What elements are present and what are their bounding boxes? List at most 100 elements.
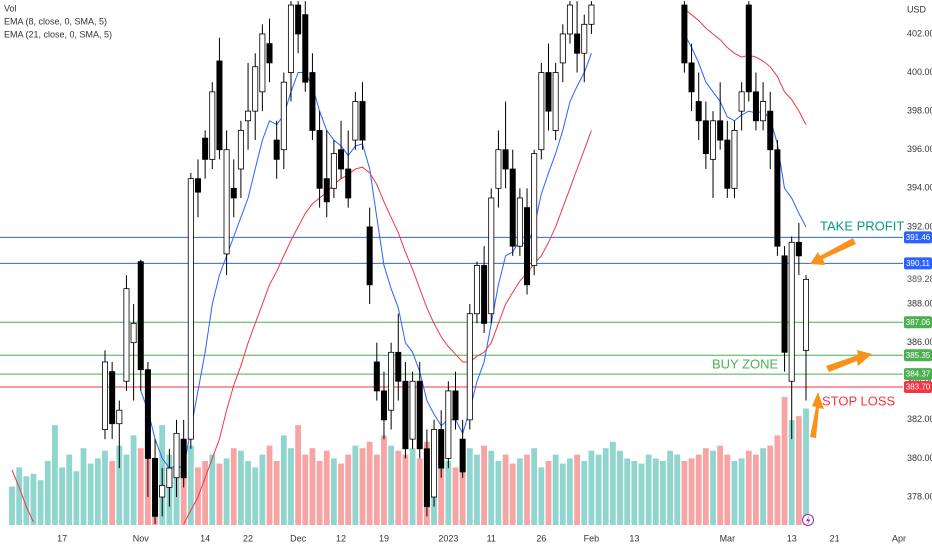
volume-bar [481,445,488,525]
candle-body [302,14,309,83]
level-label-box [904,231,932,244]
candle-body [552,72,559,131]
volume-bar [37,480,44,525]
volume-bar [688,458,695,525]
volume-bar [66,454,73,525]
volume-bar [366,441,373,525]
candle-body [445,390,452,459]
candle-body [516,197,523,247]
volume-bar [660,461,666,525]
candle-body [216,60,223,151]
volume-bar [652,458,659,525]
volume-bar [452,467,459,525]
candle-body [101,361,108,430]
y-tick-label: 396.00 [907,144,932,154]
candle-body [223,149,230,255]
candle-body [524,207,531,286]
volume-bar [116,445,123,525]
candle-body [194,178,201,193]
volume-bar [109,461,116,525]
candle-body [402,380,409,450]
volume-bar [717,445,724,525]
level-label: 385.35 [906,351,931,360]
ema-line [140,53,592,469]
volume-bar [509,463,516,525]
candle-body [731,130,738,189]
candle-body [495,149,502,189]
volume-bar [44,461,51,525]
candle-body [760,101,767,122]
volume-bar [774,435,781,525]
x-tick-label: 2023 [438,533,458,543]
arrows [810,238,872,438]
volume-layer [9,397,809,525]
volume-bar [409,448,416,525]
volume-bar [803,408,809,525]
volume-bar [781,397,788,525]
ema-line [11,469,34,523]
candle-body [280,81,287,151]
candle-body [481,265,488,324]
candle-body [717,120,724,141]
candle-body [159,485,166,498]
candle-body [431,429,438,498]
alert-icon [802,514,814,526]
volume-bar [373,454,380,525]
volume-bar [288,448,294,525]
volume-bar [574,454,581,525]
annotation: TAKE PROFIT [820,218,904,233]
volume-bar [280,435,287,525]
volume-bar [502,454,509,525]
volume-bar [230,448,237,525]
x-tick-label: Nov [133,533,150,543]
candle-body [774,149,781,247]
volume-bar [724,454,731,525]
volume-bar [710,450,716,525]
volume-bar [702,448,709,525]
volume-bar [259,454,266,525]
candle-body [209,91,216,160]
x-tick-label: 13 [787,533,797,543]
candle-body [237,130,244,170]
volume-bar [352,445,359,525]
volume-bar [330,458,337,525]
volume-bar [466,448,473,525]
x-tick-label: 13 [629,533,639,543]
x-tick-label: 26 [536,533,546,543]
candle-body [230,187,237,199]
volume-bar [567,458,573,525]
volume-bar [130,435,137,525]
candle-body [259,33,266,93]
candle-body [309,72,316,131]
volume-bar [445,461,452,525]
level-label: 384.37 [906,370,931,379]
candle-body [559,33,566,64]
candle-body [252,66,259,112]
candle-body [767,110,774,151]
volume-bar [488,450,495,525]
volume-bar [359,448,366,525]
candle-body [316,130,323,189]
volume-bar [123,454,130,525]
candle-body [438,429,445,469]
volume-bar [545,461,552,525]
volume-bar [9,486,15,525]
volume-bar [631,461,638,525]
y-tick-label: 392.00 [907,221,932,231]
candle-body [416,380,423,450]
volume-bar [617,450,623,525]
candle-body [359,101,366,141]
arrow [810,392,824,438]
level-label: 387.06 [906,318,931,327]
volume-bar [202,461,209,525]
volume-bar [738,458,745,525]
candle-body [123,288,130,382]
volume-bar [238,450,244,525]
volume-bar [52,425,58,525]
candle-body [338,149,345,170]
level-label-box [904,368,932,381]
annotation: STOP LOSS [822,393,896,408]
candle-body [466,313,473,421]
candle-body [152,458,159,517]
